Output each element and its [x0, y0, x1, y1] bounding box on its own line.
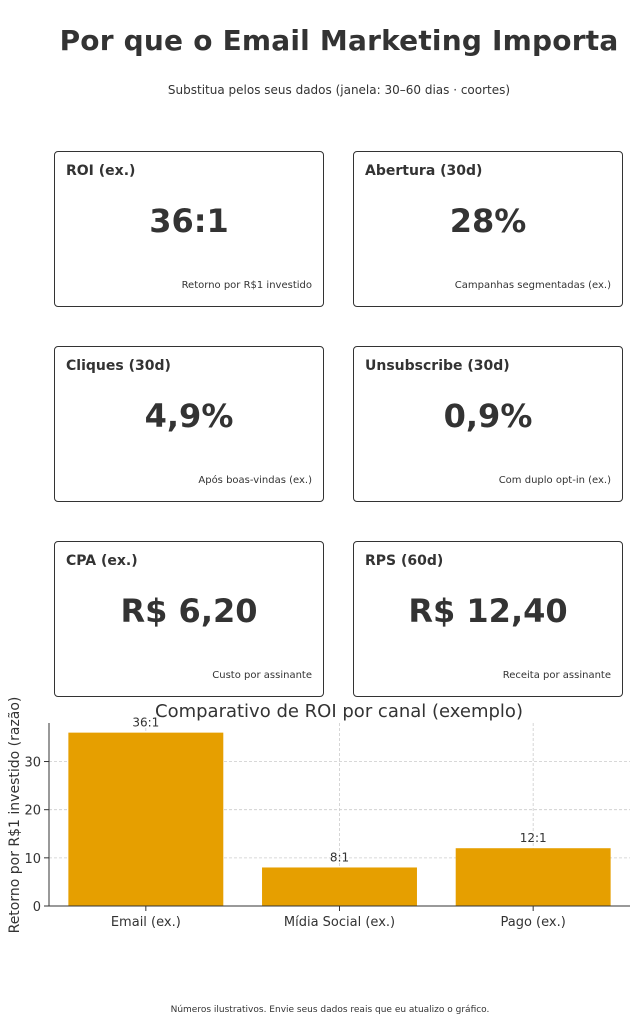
chart-axes [44, 723, 630, 911]
kpi-value: 36:1 [149, 202, 229, 240]
kpi-note: Receita por assinante [502, 670, 611, 681]
kpi-value: R$ 6,20 [120, 592, 258, 630]
kpi-card-cliques: Cliques (30d) 4,9% Após boas-vindas (ex.… [54, 346, 324, 502]
kpi-label: RPS (60d) [365, 553, 444, 569]
kpi-card-cpa: CPA (ex.) R$ 6,20 Custo por assinante [54, 541, 324, 697]
y-tick-label: 0 [33, 900, 41, 915]
kpi-card-abertura: Abertura (30d) 28% Campanhas segmentadas… [353, 151, 623, 307]
y-tick-label: 10 [24, 852, 41, 867]
page-subtitle: Substitua pelos seus dados (janela: 30–6… [167, 83, 511, 97]
kpi-value: R$ 12,40 [408, 592, 568, 630]
kpi-note: Campanhas segmentadas (ex.) [454, 280, 611, 291]
bar-1 [262, 867, 417, 906]
chart-y-axis-label: Retorno por R$1 investido (razão) [7, 697, 23, 934]
kpi-label: Cliques (30d) [66, 358, 171, 374]
kpi-label: CPA (ex.) [66, 553, 138, 569]
bar-2 [455, 848, 611, 906]
kpi-note: Com duplo opt-in (ex.) [498, 475, 611, 486]
kpi-card-unsubscribe: Unsubscribe (30d) 0,9% Com duplo opt-in … [353, 346, 623, 502]
roi-bar-chart: Comparativo de ROI por canal (exemplo) R… [7, 697, 630, 934]
bar-0 [68, 732, 224, 906]
kpi-label: Unsubscribe (30d) [365, 358, 510, 374]
chart-labels: 0 10 20 30 Email (ex.) 36:1 Mídia Social (ex.)… [24, 716, 565, 930]
kpi-note: Custo por assinante [212, 670, 312, 681]
kpi-note: Após boas-vindas (ex.) [198, 475, 312, 486]
kpi-note: Retorno por R$1 investido [181, 280, 312, 291]
footer-note: Números ilustrativos. Envie seus dados r… [170, 1005, 490, 1015]
x-tick-label: Pago (ex.) [501, 915, 566, 930]
x-tick-label: Email (ex.) [111, 915, 181, 930]
y-tick-label: 20 [24, 804, 41, 819]
kpi-value: 4,9% [144, 397, 234, 435]
kpi-card-rps: RPS (60d) R$ 12,40 Receita por assinante [353, 541, 623, 697]
kpi-label: ROI (ex.) [66, 163, 136, 179]
page-title: Por que o Email Marketing Importa [59, 24, 619, 57]
chart-title: Comparativo de ROI por canal (exemplo) [155, 701, 523, 722]
data-label: 8:1 [330, 850, 349, 864]
kpi-value: 0,9% [443, 397, 533, 435]
data-label: 36:1 [132, 716, 159, 730]
data-label: 12:1 [520, 831, 547, 845]
kpi-card-roi: ROI (ex.) 36:1 Retorno por R$1 investido [54, 151, 324, 307]
chart-bars [68, 732, 611, 906]
kpi-value: 28% [449, 202, 527, 240]
y-tick-label: 30 [24, 756, 41, 771]
x-tick-label: Mídia Social (ex.) [284, 915, 395, 930]
kpi-label: Abertura (30d) [365, 163, 483, 179]
